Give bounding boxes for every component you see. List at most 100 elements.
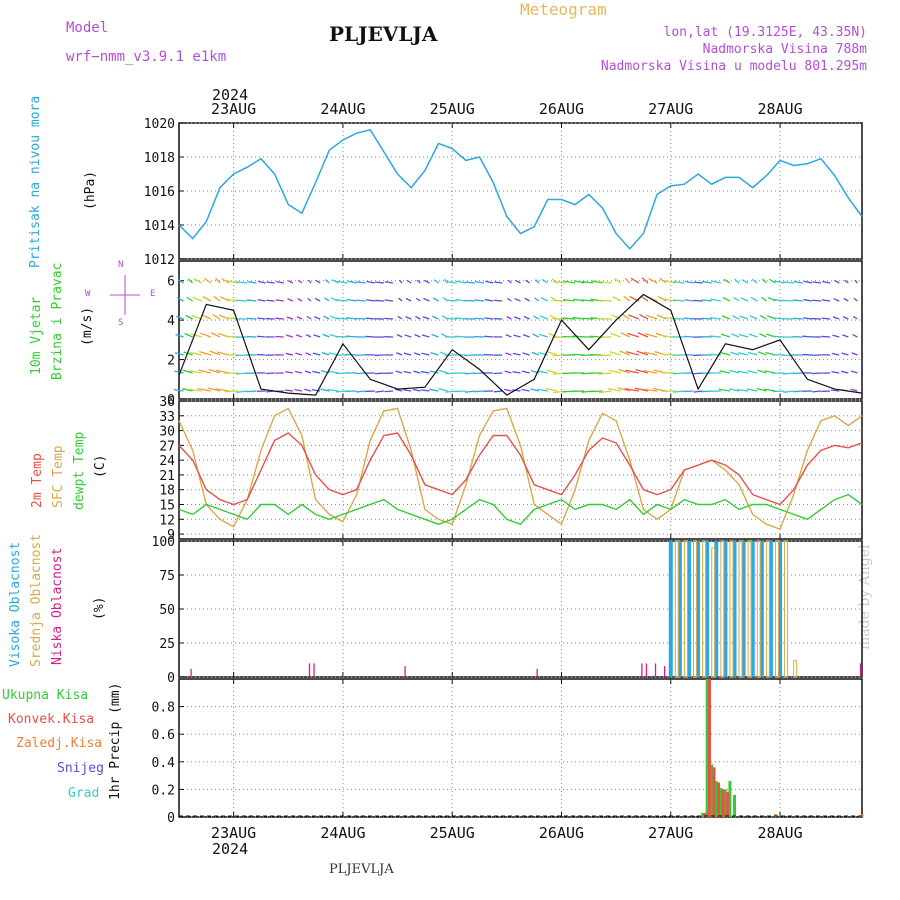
panel-frame: [178, 678, 863, 818]
y-tick-label: 12: [159, 513, 175, 528]
wind-arrow: [563, 280, 576, 284]
wind-arrow: [683, 335, 694, 338]
wind-arrow: [618, 368, 630, 374]
wind-arrow: [494, 281, 503, 284]
wind-arrow: [643, 351, 658, 356]
wind-arrow: [455, 317, 466, 320]
wind-arrow: [247, 299, 257, 302]
wind-arrow: [741, 278, 749, 284]
wind-arrow: [802, 335, 812, 338]
wind-arrow: [420, 370, 430, 374]
wind-arrow: [710, 298, 721, 302]
legend-freezing-rain: Zaledj.Kisa: [16, 736, 103, 751]
wind-arrow: [474, 390, 485, 393]
mid-cloud-bar: [784, 540, 789, 678]
mid-cloud-bar: [738, 540, 743, 678]
year-bottom: 2024: [212, 840, 249, 858]
y-tick-label: 2: [167, 354, 175, 369]
wind-arrow: [203, 277, 212, 284]
wind-arrow: [336, 299, 348, 302]
wind-arrow: [803, 298, 813, 302]
wind-arrow: [844, 279, 849, 284]
wind-arrow: [546, 369, 558, 374]
y-tick-label: 6: [167, 275, 175, 290]
high-cloud-bar: [732, 541, 737, 677]
wind-arrow: [608, 369, 621, 374]
wind-arrow: [710, 280, 721, 284]
mid-cloud-bar: [711, 547, 716, 678]
wind-arrow: [693, 281, 703, 284]
wind-arrow: [505, 334, 512, 338]
wind-arrow: [701, 317, 712, 320]
conv-precip-bar: [712, 767, 716, 817]
wind-arrow: [513, 316, 521, 320]
wind-arrow: [200, 332, 212, 338]
wind-arrow: [474, 299, 485, 302]
wind-arrow: [375, 281, 384, 284]
wind-arrow: [307, 279, 312, 284]
wind-arrow: [284, 389, 293, 392]
wind-arrow: [236, 390, 248, 394]
wind-arrow: [850, 388, 858, 392]
wind-arrow: [803, 280, 813, 284]
wind-arrow: [720, 333, 731, 338]
wind-arrow: [831, 371, 840, 374]
top-day-label: 26AUG: [539, 100, 584, 118]
wind-arrow: [484, 335, 494, 338]
wind-arrow: [732, 314, 740, 320]
wind-arrow: [851, 352, 858, 356]
wind-arrow: [335, 317, 348, 320]
wind-arrow: [624, 388, 639, 392]
wind-arrow: [684, 299, 694, 302]
wind-arrow: [433, 279, 439, 284]
mid-cloud-bar: [793, 660, 798, 678]
wind-arrow: [620, 332, 631, 338]
wind-arrow: [761, 296, 767, 302]
wind-arrow: [598, 372, 612, 375]
wind-arrow: [315, 279, 321, 284]
y-tick-label: 0: [167, 393, 175, 408]
y-tick-label: 0.6: [152, 728, 175, 743]
wind-arrow: [404, 334, 412, 338]
wind-arrow: [607, 388, 621, 392]
wind-arrow: [648, 277, 658, 284]
y-tick-label: 1018: [144, 151, 175, 166]
wind-arrow: [821, 317, 831, 320]
wind-arrow: [536, 388, 548, 392]
wind-arrow: [186, 296, 194, 302]
wind-arrow: [235, 372, 248, 375]
wind-arrow: [831, 352, 840, 356]
top-day-label: 24AUG: [320, 100, 365, 118]
y-tick-label: 1014: [144, 219, 175, 234]
wind-arrow: [405, 297, 412, 302]
wind-arrow: [213, 295, 221, 302]
wind-arrow: [793, 280, 803, 284]
wind-arrow: [843, 297, 849, 302]
wind-arrow: [841, 370, 849, 374]
wind-arrow: [312, 370, 321, 374]
wind-arrow: [530, 388, 539, 392]
wind-arrow: [853, 297, 858, 302]
wind-arrow: [504, 370, 512, 374]
wind-arrow: [772, 390, 785, 393]
wind-arrow: [285, 371, 293, 374]
wind-arrow: [403, 370, 412, 374]
mid-cloud-bar: [765, 540, 770, 678]
wind-arrow: [345, 335, 357, 338]
wind-arrow: [454, 335, 466, 338]
sfc-temp-line: [178, 407, 863, 530]
wind-arrow: [276, 280, 284, 284]
wind-arrow: [220, 296, 230, 302]
high-cloud-bar: [750, 541, 755, 677]
wind-arrow: [590, 280, 603, 284]
wind-arrow: [842, 334, 849, 338]
wind-speed-line: [178, 293, 863, 396]
wind-arrow: [327, 370, 339, 374]
wind-arrow: [431, 315, 439, 320]
wind-arrow: [394, 388, 403, 392]
wind-arrow: [445, 280, 457, 284]
wind-arrow: [812, 299, 822, 302]
wind-arrow: [598, 354, 612, 357]
wind-arrow: [257, 280, 266, 284]
total-precip-bar: [723, 789, 727, 817]
